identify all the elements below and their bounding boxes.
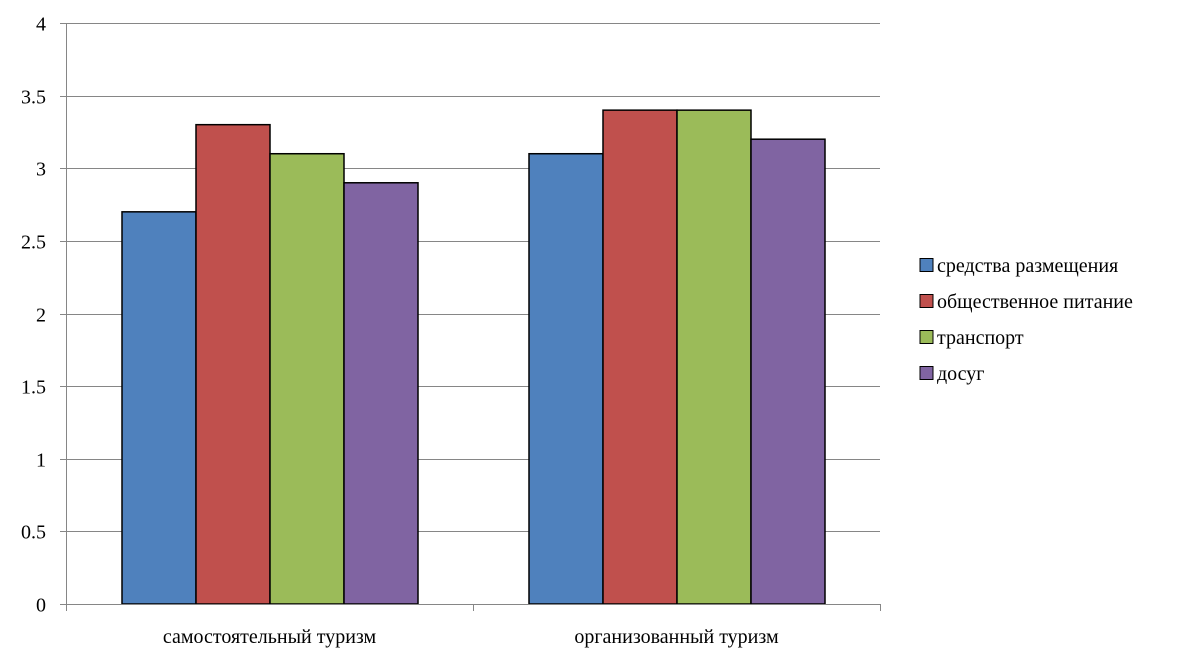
bar xyxy=(196,125,270,604)
bar xyxy=(270,154,344,604)
bars xyxy=(122,110,825,604)
y-tick-label: 2.5 xyxy=(21,232,46,254)
legend-swatch xyxy=(920,259,933,272)
bar xyxy=(677,110,751,604)
bar xyxy=(122,212,196,604)
y-tick-label: 0.5 xyxy=(21,522,46,544)
legend-label: досуг xyxy=(937,363,985,385)
legend-label: средства размещения xyxy=(937,255,1118,277)
legend-swatch xyxy=(920,367,933,380)
legend-swatch xyxy=(920,331,933,344)
y-tick-label: 3.5 xyxy=(21,87,46,109)
x-category-label: самостоятельный туризм xyxy=(163,626,377,648)
y-tick-label: 2 xyxy=(36,305,46,327)
y-tick-label: 4 xyxy=(36,14,46,36)
legend-label: транспорт xyxy=(937,327,1024,349)
legend-label: общественное питание xyxy=(937,291,1133,313)
bar xyxy=(751,139,825,604)
y-tick-label: 1 xyxy=(36,450,46,472)
y-tick-label: 3 xyxy=(36,159,46,181)
y-tick-label: 1.5 xyxy=(21,377,46,399)
legend: средства размещения общественное питание т… xyxy=(920,255,1133,385)
y-tick-label: 0 xyxy=(36,595,46,617)
x-category-label: организованный туризм xyxy=(574,626,779,648)
bar xyxy=(344,183,418,604)
bar xyxy=(603,110,677,604)
legend-swatch xyxy=(920,295,933,308)
bar xyxy=(529,154,603,604)
